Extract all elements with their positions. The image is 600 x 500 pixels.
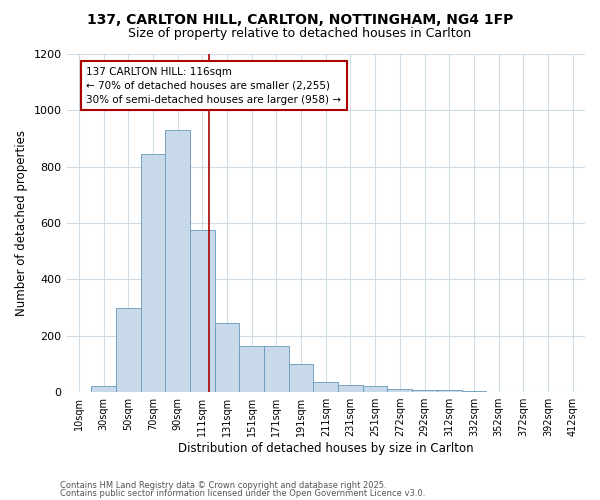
Y-axis label: Number of detached properties: Number of detached properties — [15, 130, 28, 316]
Text: 137, CARLTON HILL, CARLTON, NOTTINGHAM, NG4 1FP: 137, CARLTON HILL, CARLTON, NOTTINGHAM, … — [87, 12, 513, 26]
Bar — [289, 364, 313, 392]
Bar — [264, 346, 289, 392]
Text: Contains HM Land Registry data © Crown copyright and database right 2025.: Contains HM Land Registry data © Crown c… — [60, 480, 386, 490]
X-axis label: Distribution of detached houses by size in Carlton: Distribution of detached houses by size … — [178, 442, 473, 455]
Bar — [388, 390, 412, 392]
Text: Contains public sector information licensed under the Open Government Licence v3: Contains public sector information licen… — [60, 489, 425, 498]
Bar — [140, 154, 165, 392]
Bar — [412, 390, 437, 392]
Bar — [313, 382, 338, 392]
Bar — [363, 386, 388, 392]
Text: Size of property relative to detached houses in Carlton: Size of property relative to detached ho… — [128, 28, 472, 40]
Bar — [215, 323, 239, 392]
Bar — [190, 230, 215, 392]
Bar — [239, 346, 264, 392]
Text: 137 CARLTON HILL: 116sqm
← 70% of detached houses are smaller (2,255)
30% of sem: 137 CARLTON HILL: 116sqm ← 70% of detach… — [86, 66, 341, 104]
Bar — [165, 130, 190, 392]
Bar — [338, 385, 363, 392]
Bar — [91, 386, 116, 392]
Bar — [437, 390, 461, 392]
Bar — [116, 308, 140, 392]
Bar — [461, 390, 486, 392]
